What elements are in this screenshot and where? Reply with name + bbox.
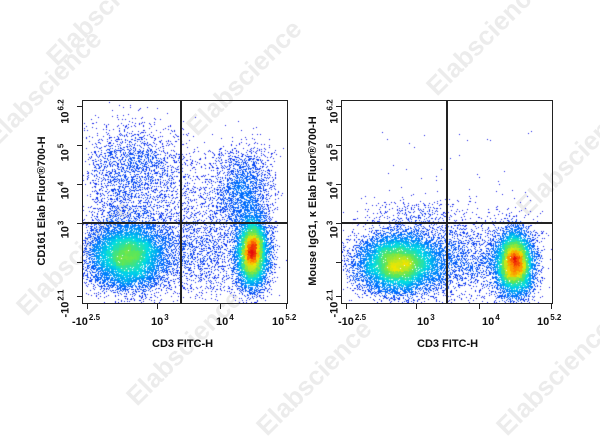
y-tick-mark <box>336 106 341 107</box>
x-tick-mark <box>346 304 347 309</box>
x-tick-mark <box>479 304 480 309</box>
y-tick-mark <box>336 223 341 224</box>
quadrant-gate-vertical[interactable] <box>446 100 448 304</box>
y-axis-label: Mouse IgG1, κ Elab Fluor®700-H <box>307 116 319 286</box>
x-tick-mark <box>286 304 287 309</box>
y-tick: 106.2 <box>325 99 341 124</box>
y-tick-mark <box>77 106 82 107</box>
x-tick: -102.5 <box>338 313 367 328</box>
y-tick-mark <box>336 145 341 146</box>
x-tick: 105.2 <box>537 313 562 328</box>
x-tick: 103 <box>417 313 435 328</box>
y-tick: 103 <box>56 220 72 239</box>
y-tick: 106.2 <box>56 99 72 124</box>
y-tick-mark <box>77 184 82 185</box>
y-tick: 105 <box>325 143 341 162</box>
watermark: Elabscience <box>40 0 168 72</box>
y-tick: 105 <box>56 143 72 162</box>
y-tick-mark <box>336 296 341 297</box>
quadrant-gate-vertical[interactable] <box>180 100 182 304</box>
quadrant-gate-horizontal[interactable] <box>341 222 553 224</box>
watermark: Elabscience <box>420 0 548 102</box>
quadrant-gate-horizontal[interactable] <box>82 222 288 224</box>
x-tick: 103 <box>151 313 169 328</box>
x-tick: -102.5 <box>72 313 101 328</box>
scatter-area <box>82 100 287 303</box>
y-tick-mark <box>77 296 82 297</box>
plot-frame <box>82 100 288 304</box>
y-tick-mark <box>77 223 82 224</box>
y-tick: 104 <box>325 181 341 200</box>
y-tick: -102.1 <box>56 289 72 318</box>
watermark: Elabscience <box>490 313 600 442</box>
y-tick: 103 <box>325 220 341 239</box>
x-tick: 105.2 <box>272 313 297 328</box>
y-axis-label: CD161 Elab Fluor®700-H <box>36 136 48 266</box>
y-tick: 104 <box>56 181 72 200</box>
x-tick: 104 <box>216 313 234 328</box>
x-axis-label: CD3 FITC-H <box>417 338 479 350</box>
x-tick-mark <box>416 304 417 309</box>
y-tick-mark <box>77 145 82 146</box>
y-tick-mark <box>336 184 341 185</box>
x-tick-mark <box>157 304 158 309</box>
x-tick-mark <box>551 304 552 309</box>
y-tick-mark <box>77 262 82 263</box>
x-tick-mark <box>220 304 221 309</box>
x-tick: 104 <box>482 313 500 328</box>
watermark: Elabscience <box>250 313 378 442</box>
x-axis-label: CD3 FITC-H <box>152 338 214 350</box>
y-tick-mark <box>336 262 341 263</box>
x-tick-mark <box>87 304 88 309</box>
